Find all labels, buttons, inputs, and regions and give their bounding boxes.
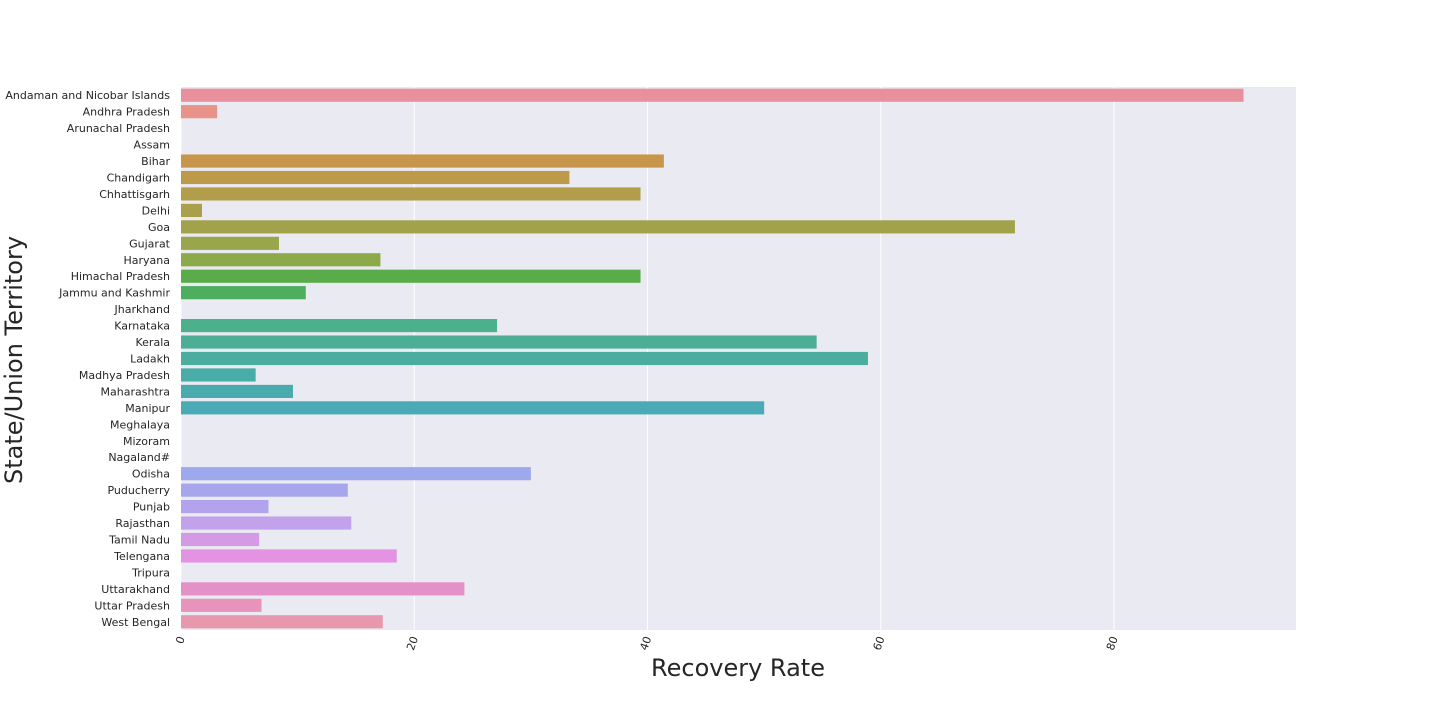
- y-tick-label: Arunachal Pradesh: [67, 122, 170, 135]
- bar: [181, 220, 1015, 234]
- bar: [181, 203, 202, 217]
- bar: [181, 549, 397, 563]
- y-tick-label: West Bengal: [101, 616, 170, 629]
- y-tick-label: Bihar: [141, 155, 170, 168]
- y-tick-label: Chhattisgarh: [99, 188, 170, 201]
- y-tick-label: Karnataka: [114, 320, 170, 333]
- y-tick-label: Jammu and Kashmir: [58, 287, 170, 300]
- bar: [181, 500, 269, 514]
- y-tick-label: Gujarat: [129, 237, 171, 250]
- y-tick-label: Himachal Pradesh: [71, 270, 170, 283]
- y-tick-label: Meghalaya: [110, 418, 170, 431]
- y-tick-label: Jharkhand: [113, 303, 170, 316]
- y-tick-label: Andhra Pradesh: [83, 106, 170, 119]
- y-tick-label: Tamil Nadu: [108, 534, 170, 547]
- bar: [181, 598, 262, 612]
- x-axis-title: Recovery Rate: [651, 654, 825, 682]
- x-tick-label: 40: [637, 635, 654, 653]
- y-axis-title: State/Union Territory: [0, 236, 28, 484]
- y-tick-label: Ladakh: [130, 353, 170, 366]
- y-tick-label: Tripura: [131, 566, 170, 579]
- x-tick-label: 80: [1104, 635, 1121, 653]
- y-tick-label: Mizoram: [123, 435, 170, 448]
- bar: [181, 319, 498, 333]
- bar: [181, 615, 383, 629]
- bar: [181, 401, 765, 415]
- y-tick-label: Chandigarh: [107, 172, 170, 185]
- bar: [181, 532, 260, 547]
- bar: [181, 384, 293, 398]
- y-tick-label: Odisha: [132, 468, 170, 481]
- bar: [181, 582, 465, 596]
- y-tick-label: Manipur: [125, 402, 170, 415]
- y-tick-label: Andaman and Nicobar Islands: [5, 89, 170, 102]
- y-tick-label: Kerala: [136, 336, 171, 349]
- bars: [181, 88, 1244, 629]
- y-tick-label: Punjab: [133, 501, 170, 514]
- y-tick-label: Haryana: [124, 254, 171, 267]
- bar: [181, 236, 279, 250]
- bar: [181, 269, 641, 283]
- y-tick-label: Madhya Pradesh: [79, 369, 170, 382]
- bar: [181, 467, 531, 481]
- y-tick-label: Puducherry: [107, 484, 170, 497]
- y-tick-label: Uttar Pradesh: [94, 599, 170, 612]
- y-tick-label: Uttarakhand: [101, 583, 170, 596]
- bar: [181, 88, 1244, 102]
- x-tick-label: 20: [404, 635, 421, 653]
- bar: [181, 286, 306, 300]
- y-tick-label: Goa: [148, 221, 170, 234]
- bar: [181, 483, 348, 497]
- bar: [181, 170, 570, 185]
- bar: [181, 351, 868, 366]
- x-tick-labels: 0 20 40 60 80: [173, 635, 1121, 653]
- y-tick-labels: Andaman and Nicobar Islands Andhra Prades…: [5, 89, 170, 629]
- y-tick-label: Telengana: [113, 550, 170, 563]
- bar: [181, 516, 352, 530]
- bar: [181, 154, 664, 168]
- y-tick-label: Rajasthan: [115, 517, 170, 530]
- y-tick-label: Delhi: [142, 204, 170, 217]
- bar: [181, 335, 817, 349]
- x-tick-label: 60: [871, 635, 888, 653]
- y-tick-label: Maharashtra: [101, 385, 171, 398]
- bar: [181, 368, 256, 382]
- y-tick-label: Nagaland#: [108, 451, 170, 464]
- bar: [181, 105, 218, 119]
- bar: [181, 253, 381, 267]
- x-tick-label: 0: [173, 635, 188, 646]
- y-tick-label: Assam: [134, 139, 170, 152]
- bar: [181, 187, 641, 201]
